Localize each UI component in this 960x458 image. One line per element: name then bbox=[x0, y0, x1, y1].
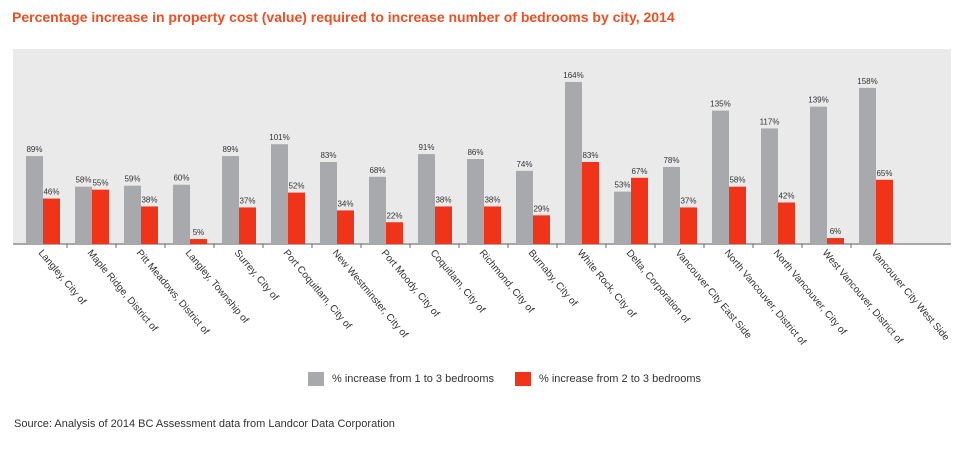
category-label: Burnaby, City of bbox=[526, 248, 580, 309]
legend-label-2-to-3: % increase from 2 to 3 bedrooms bbox=[539, 373, 702, 385]
bar-value-label: 58% bbox=[75, 176, 91, 185]
bar-one-to-three bbox=[810, 106, 827, 244]
bar-one-to-three bbox=[565, 81, 582, 244]
bar-two-to-three bbox=[386, 222, 403, 244]
bar-value-label: 55% bbox=[92, 179, 108, 188]
bar-value-label: 29% bbox=[533, 204, 549, 213]
bar-one-to-three bbox=[369, 176, 386, 244]
bar-value-label: 60% bbox=[173, 174, 189, 183]
bar-two-to-three bbox=[239, 207, 256, 244]
bar-two-to-three bbox=[729, 186, 746, 244]
bar-value-label: 83% bbox=[320, 151, 336, 160]
bar-one-to-three bbox=[712, 110, 729, 245]
bar-value-label: 38% bbox=[484, 195, 500, 204]
bar-two-to-three bbox=[533, 215, 550, 244]
bar-value-label: 158% bbox=[857, 77, 877, 86]
bar-two-to-three bbox=[631, 177, 648, 244]
legend-swatch-red bbox=[515, 372, 531, 386]
chart-title: Percentage increase in property cost (va… bbox=[12, 9, 675, 25]
bar-value-label: 86% bbox=[467, 148, 483, 157]
bar-two-to-three bbox=[190, 239, 207, 244]
bar-two-to-three bbox=[680, 207, 697, 244]
bar-value-label: 117% bbox=[760, 117, 780, 126]
bar-value-label: 89% bbox=[222, 145, 238, 154]
bar-value-label: 37% bbox=[680, 196, 696, 205]
bar-value-label: 139% bbox=[808, 96, 828, 105]
bar-value-label: 42% bbox=[778, 192, 794, 201]
legend-item-series-2: % increase from 2 to 3 bedrooms bbox=[515, 372, 701, 386]
bar-value-label: 164% bbox=[563, 71, 583, 80]
bar-value-label: 6% bbox=[830, 227, 842, 236]
bar-value-label: 74% bbox=[516, 160, 532, 169]
bar-two-to-three bbox=[778, 202, 795, 244]
bar-two-to-three bbox=[484, 206, 501, 244]
bar-one-to-three bbox=[75, 186, 92, 244]
legend-swatch-gray bbox=[308, 372, 324, 386]
bar-value-label: 46% bbox=[43, 188, 59, 197]
bar-one-to-three bbox=[418, 154, 435, 244]
category-label: Langley, City of bbox=[36, 248, 88, 307]
bar-value-label: 68% bbox=[369, 166, 385, 175]
bar-value-label: 5% bbox=[193, 228, 205, 237]
bar-value-label: 83% bbox=[582, 151, 598, 160]
bar-two-to-three bbox=[582, 161, 599, 244]
bar-value-label: 59% bbox=[124, 175, 140, 184]
bar-value-label: 89% bbox=[26, 145, 42, 154]
category-label: North Vancouver, District of bbox=[722, 248, 808, 348]
bar-value-label: 37% bbox=[239, 196, 255, 205]
bar-value-label: 58% bbox=[729, 176, 745, 185]
legend-item-series-1: % increase from 1 to 3 bedrooms bbox=[308, 372, 494, 386]
category-label: Vancouver City West Side bbox=[869, 248, 952, 344]
bar-one-to-three bbox=[859, 87, 876, 245]
bar-value-label: 67% bbox=[631, 167, 647, 176]
bar-two-to-three bbox=[141, 206, 158, 244]
bar-one-to-three bbox=[320, 161, 337, 244]
bar-value-label: 38% bbox=[435, 195, 451, 204]
bar-two-to-three bbox=[92, 189, 109, 244]
bar-value-label: 38% bbox=[141, 195, 157, 204]
bar-value-label: 91% bbox=[418, 143, 434, 152]
bar-one-to-three bbox=[124, 185, 141, 244]
bar-one-to-three bbox=[614, 191, 631, 244]
bar-value-label: 34% bbox=[337, 199, 353, 208]
bar-two-to-three bbox=[827, 238, 844, 244]
bar-value-label: 22% bbox=[386, 211, 402, 220]
bar-value-label: 52% bbox=[288, 182, 304, 191]
bar-one-to-three bbox=[663, 166, 680, 244]
bar-one-to-three bbox=[26, 156, 43, 244]
bar-two-to-three bbox=[43, 198, 60, 244]
legend: % increase from 1 to 3 bedrooms % increa… bbox=[0, 372, 960, 392]
category-label: West Vancouver, District of bbox=[820, 248, 905, 346]
bar-one-to-three bbox=[467, 159, 484, 244]
bar-value-label: 53% bbox=[614, 181, 630, 190]
bar-one-to-three bbox=[516, 170, 533, 244]
source-note: Source: Analysis of 2014 BC Assessment d… bbox=[14, 418, 395, 430]
bar-one-to-three bbox=[173, 184, 190, 244]
bar-value-label: 78% bbox=[663, 156, 679, 165]
bar-one-to-three bbox=[271, 144, 288, 244]
legend-label-1-to-3: % increase from 1 to 3 bedrooms bbox=[332, 373, 495, 385]
bar-one-to-three bbox=[222, 156, 239, 244]
bar-two-to-three bbox=[288, 192, 305, 244]
bar-value-label: 135% bbox=[710, 100, 730, 109]
bar-two-to-three bbox=[435, 206, 452, 244]
category-label: Surrey, City of bbox=[232, 248, 281, 303]
bar-one-to-three bbox=[761, 128, 778, 244]
bar-value-label: 101% bbox=[269, 133, 289, 142]
bar-value-label: 65% bbox=[876, 169, 892, 178]
bar-two-to-three bbox=[337, 210, 354, 244]
bar-two-to-three bbox=[876, 179, 893, 244]
